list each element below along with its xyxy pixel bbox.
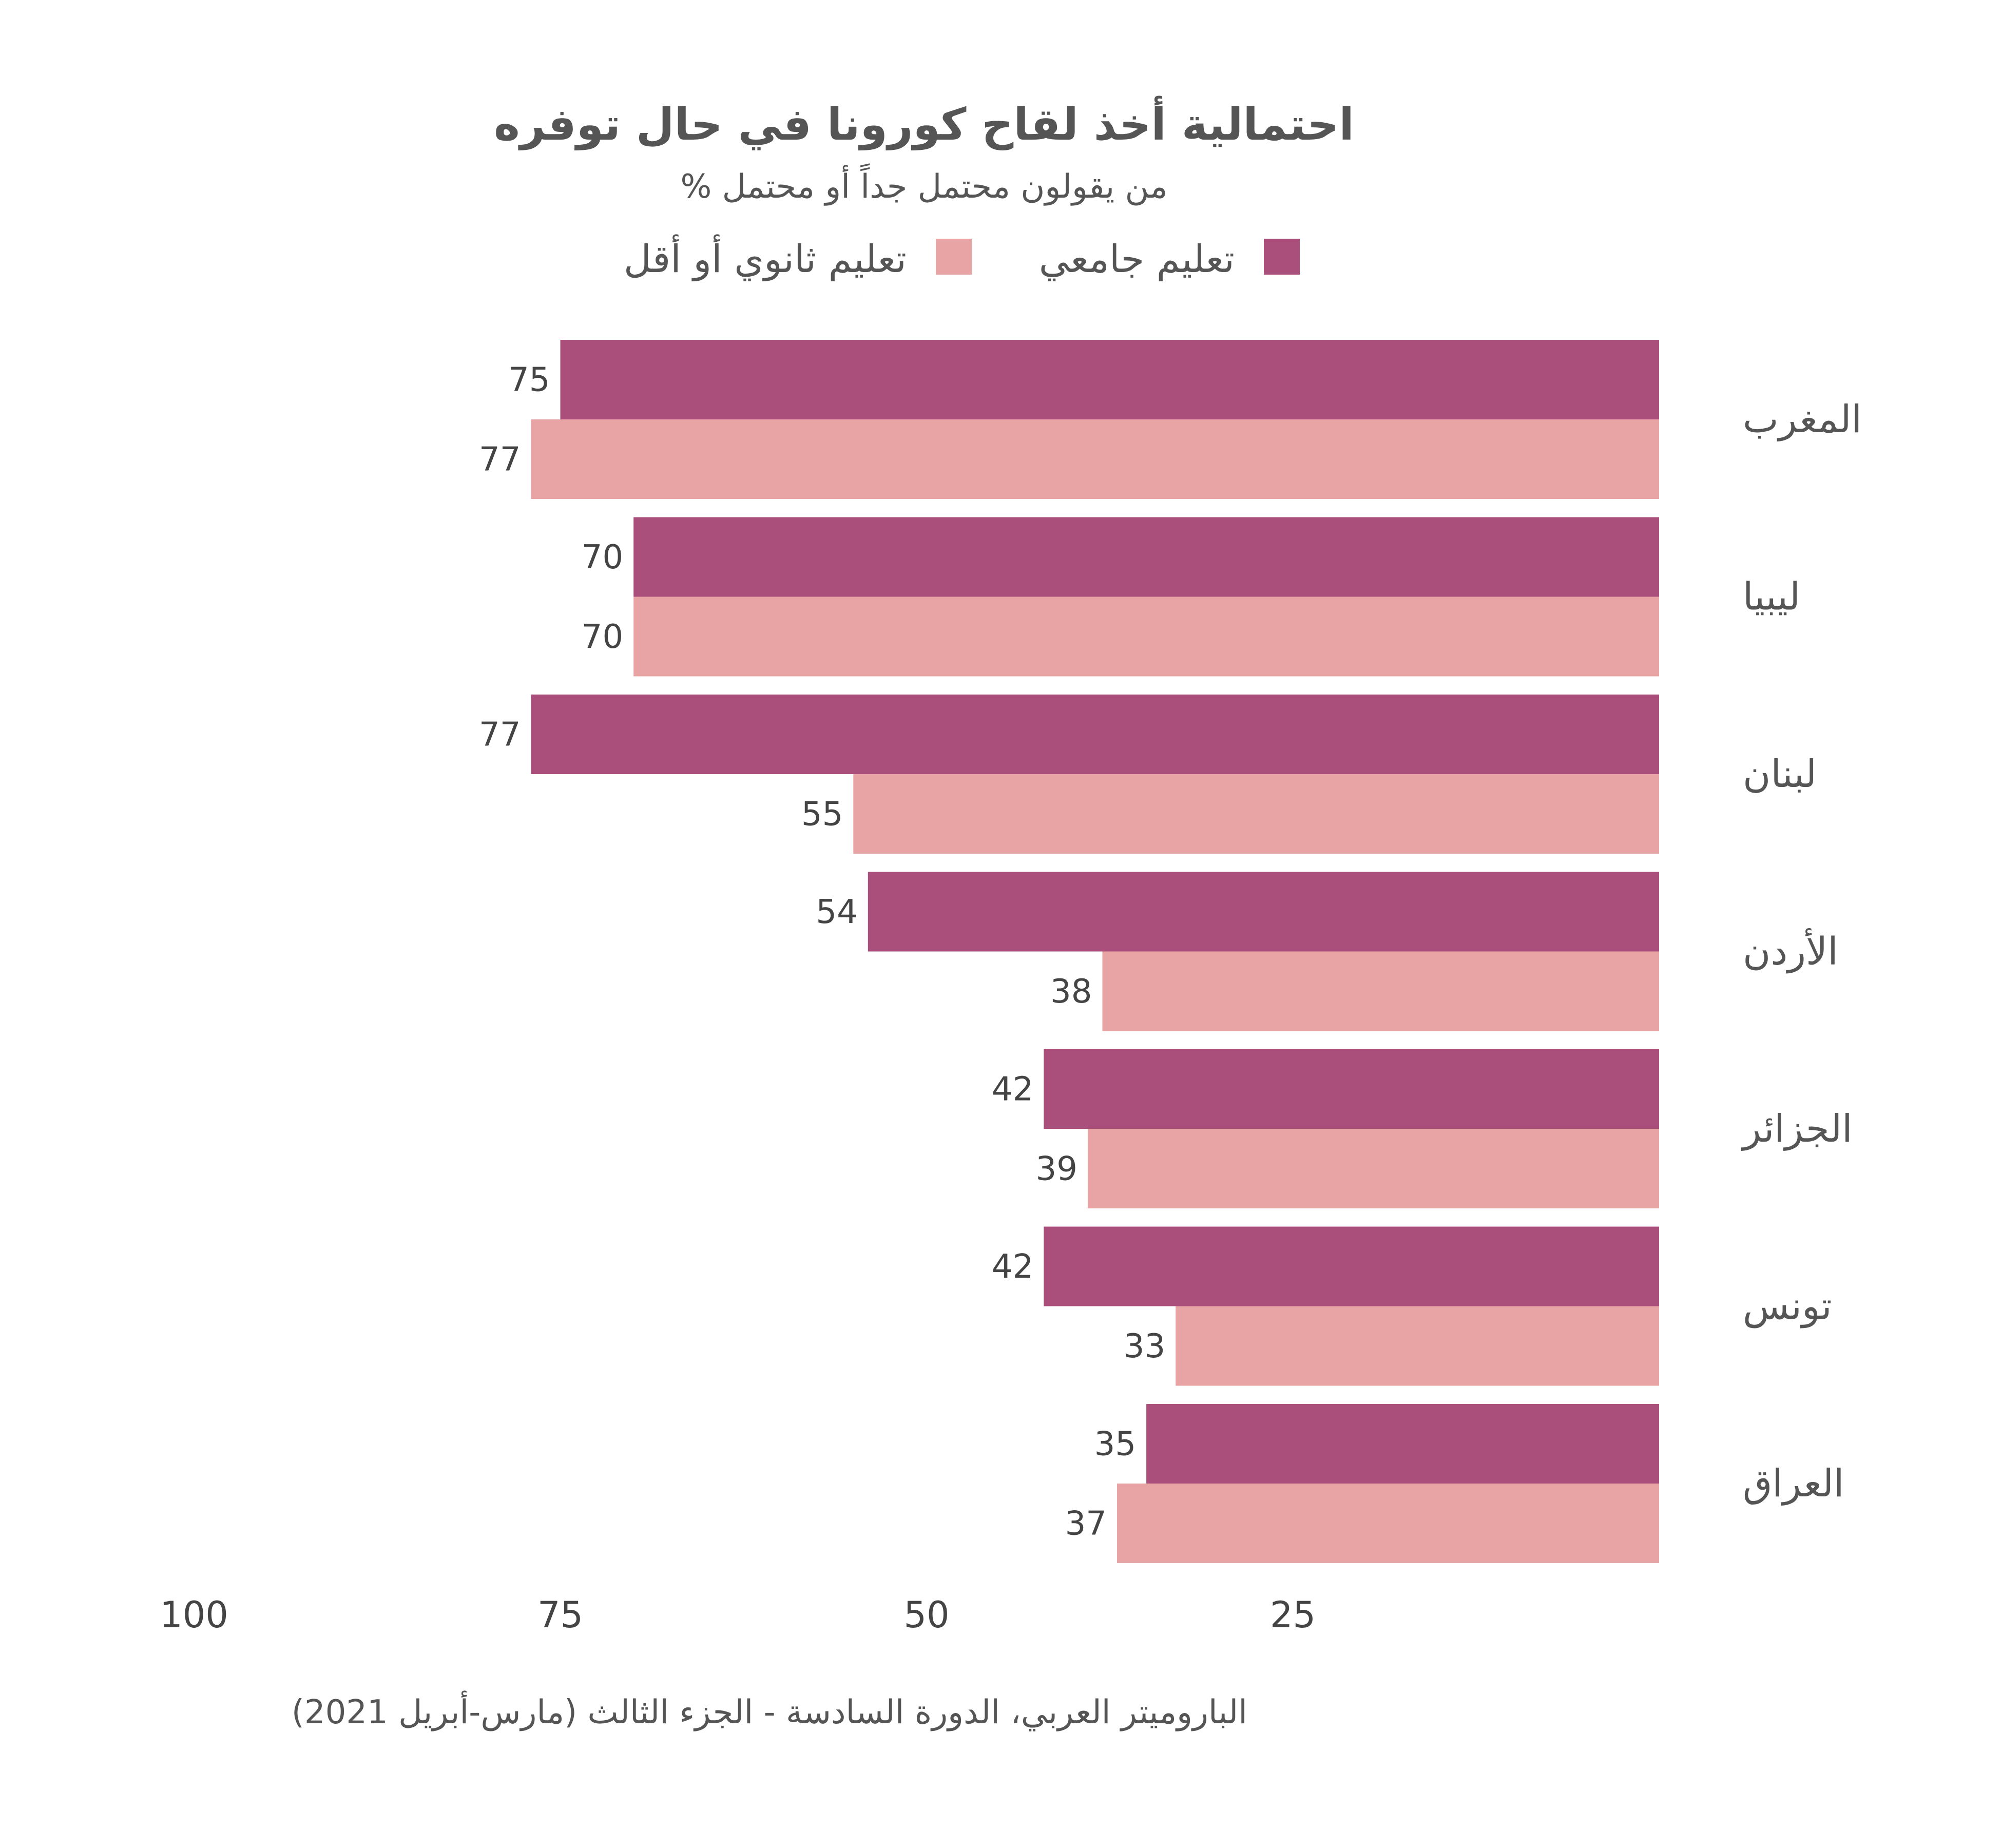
bar-secondary-3 [1102, 951, 1659, 1031]
category-label-5: تونس [1743, 1284, 1832, 1329]
value-label-secondary-6: 37 [1065, 1505, 1107, 1543]
category-label-0: المغرب [1743, 397, 1862, 441]
value-label-university-0: 75 [508, 361, 550, 399]
bars-group: 75 77 70 70 77 55 54 38 42 39 42 33 35 37 [479, 340, 1660, 1563]
value-label-university-4: 42 [992, 1071, 1033, 1109]
x-tick-0: 100 [160, 1594, 228, 1636]
value-label-university-2: 77 [479, 716, 521, 754]
bar-university-2 [531, 695, 1660, 774]
legend-swatch-university [1264, 239, 1300, 275]
value-label-university-6: 35 [1094, 1426, 1136, 1464]
legend-label-university: تعليم جامعي [1039, 237, 1235, 281]
category-label-6: العراق [1743, 1461, 1844, 1506]
legend-label-secondary: تعليم ثانوي أو أقل [624, 234, 907, 281]
bar-secondary-1 [633, 596, 1659, 677]
value-label-university-1: 70 [582, 538, 623, 576]
bar-secondary-2 [853, 774, 1659, 854]
value-label-secondary-4: 39 [1036, 1150, 1077, 1188]
value-label-secondary-0: 77 [479, 441, 521, 479]
x-tick-3: 25 [1270, 1594, 1316, 1636]
category-label-2: لبنان [1743, 752, 1817, 796]
value-label-secondary-1: 70 [582, 618, 623, 656]
category-label-3: الأردن [1743, 928, 1838, 974]
legend: تعليم جامعي تعليم ثانوي أو أقل [624, 234, 1300, 281]
category-label-1: ليبيا [1743, 575, 1800, 619]
bar-university-6 [1146, 1404, 1659, 1484]
value-label-secondary-5: 33 [1124, 1327, 1165, 1365]
bar-university-3 [868, 872, 1659, 952]
category-label-4: الجزائر [1741, 1107, 1853, 1151]
value-label-university-5: 42 [992, 1248, 1033, 1286]
bar-secondary-5 [1176, 1306, 1659, 1386]
x-tick-2: 50 [903, 1594, 949, 1636]
value-label-secondary-2: 55 [801, 796, 843, 834]
bar-university-1 [633, 517, 1659, 597]
category-labels: المغرب ليبيا لبنان الأردن الجزائر تونس العراق [1741, 397, 1862, 1506]
source-note: الباروميتر العربي، الدورة السادسة - الجز… [292, 1690, 1247, 1731]
bar-university-0 [560, 340, 1659, 419]
value-label-secondary-3: 38 [1050, 973, 1092, 1011]
chart-title: احتمالية أخذ لقاح كورونا في حال توفره [494, 95, 1354, 150]
bar-secondary-6 [1117, 1484, 1659, 1563]
bar-university-5 [1044, 1226, 1659, 1306]
bar-secondary-4 [1087, 1129, 1659, 1208]
value-label-university-3: 54 [816, 893, 857, 931]
bar-secondary-0 [531, 419, 1660, 499]
x-tick-1: 75 [537, 1594, 583, 1636]
legend-swatch-secondary [936, 239, 972, 275]
x-axis-ticks: 100 75 50 25 [160, 1594, 1316, 1636]
bar-university-4 [1044, 1049, 1659, 1129]
chart-subtitle: % من يقولون محتمل جداً أو محتمل [680, 163, 1167, 206]
